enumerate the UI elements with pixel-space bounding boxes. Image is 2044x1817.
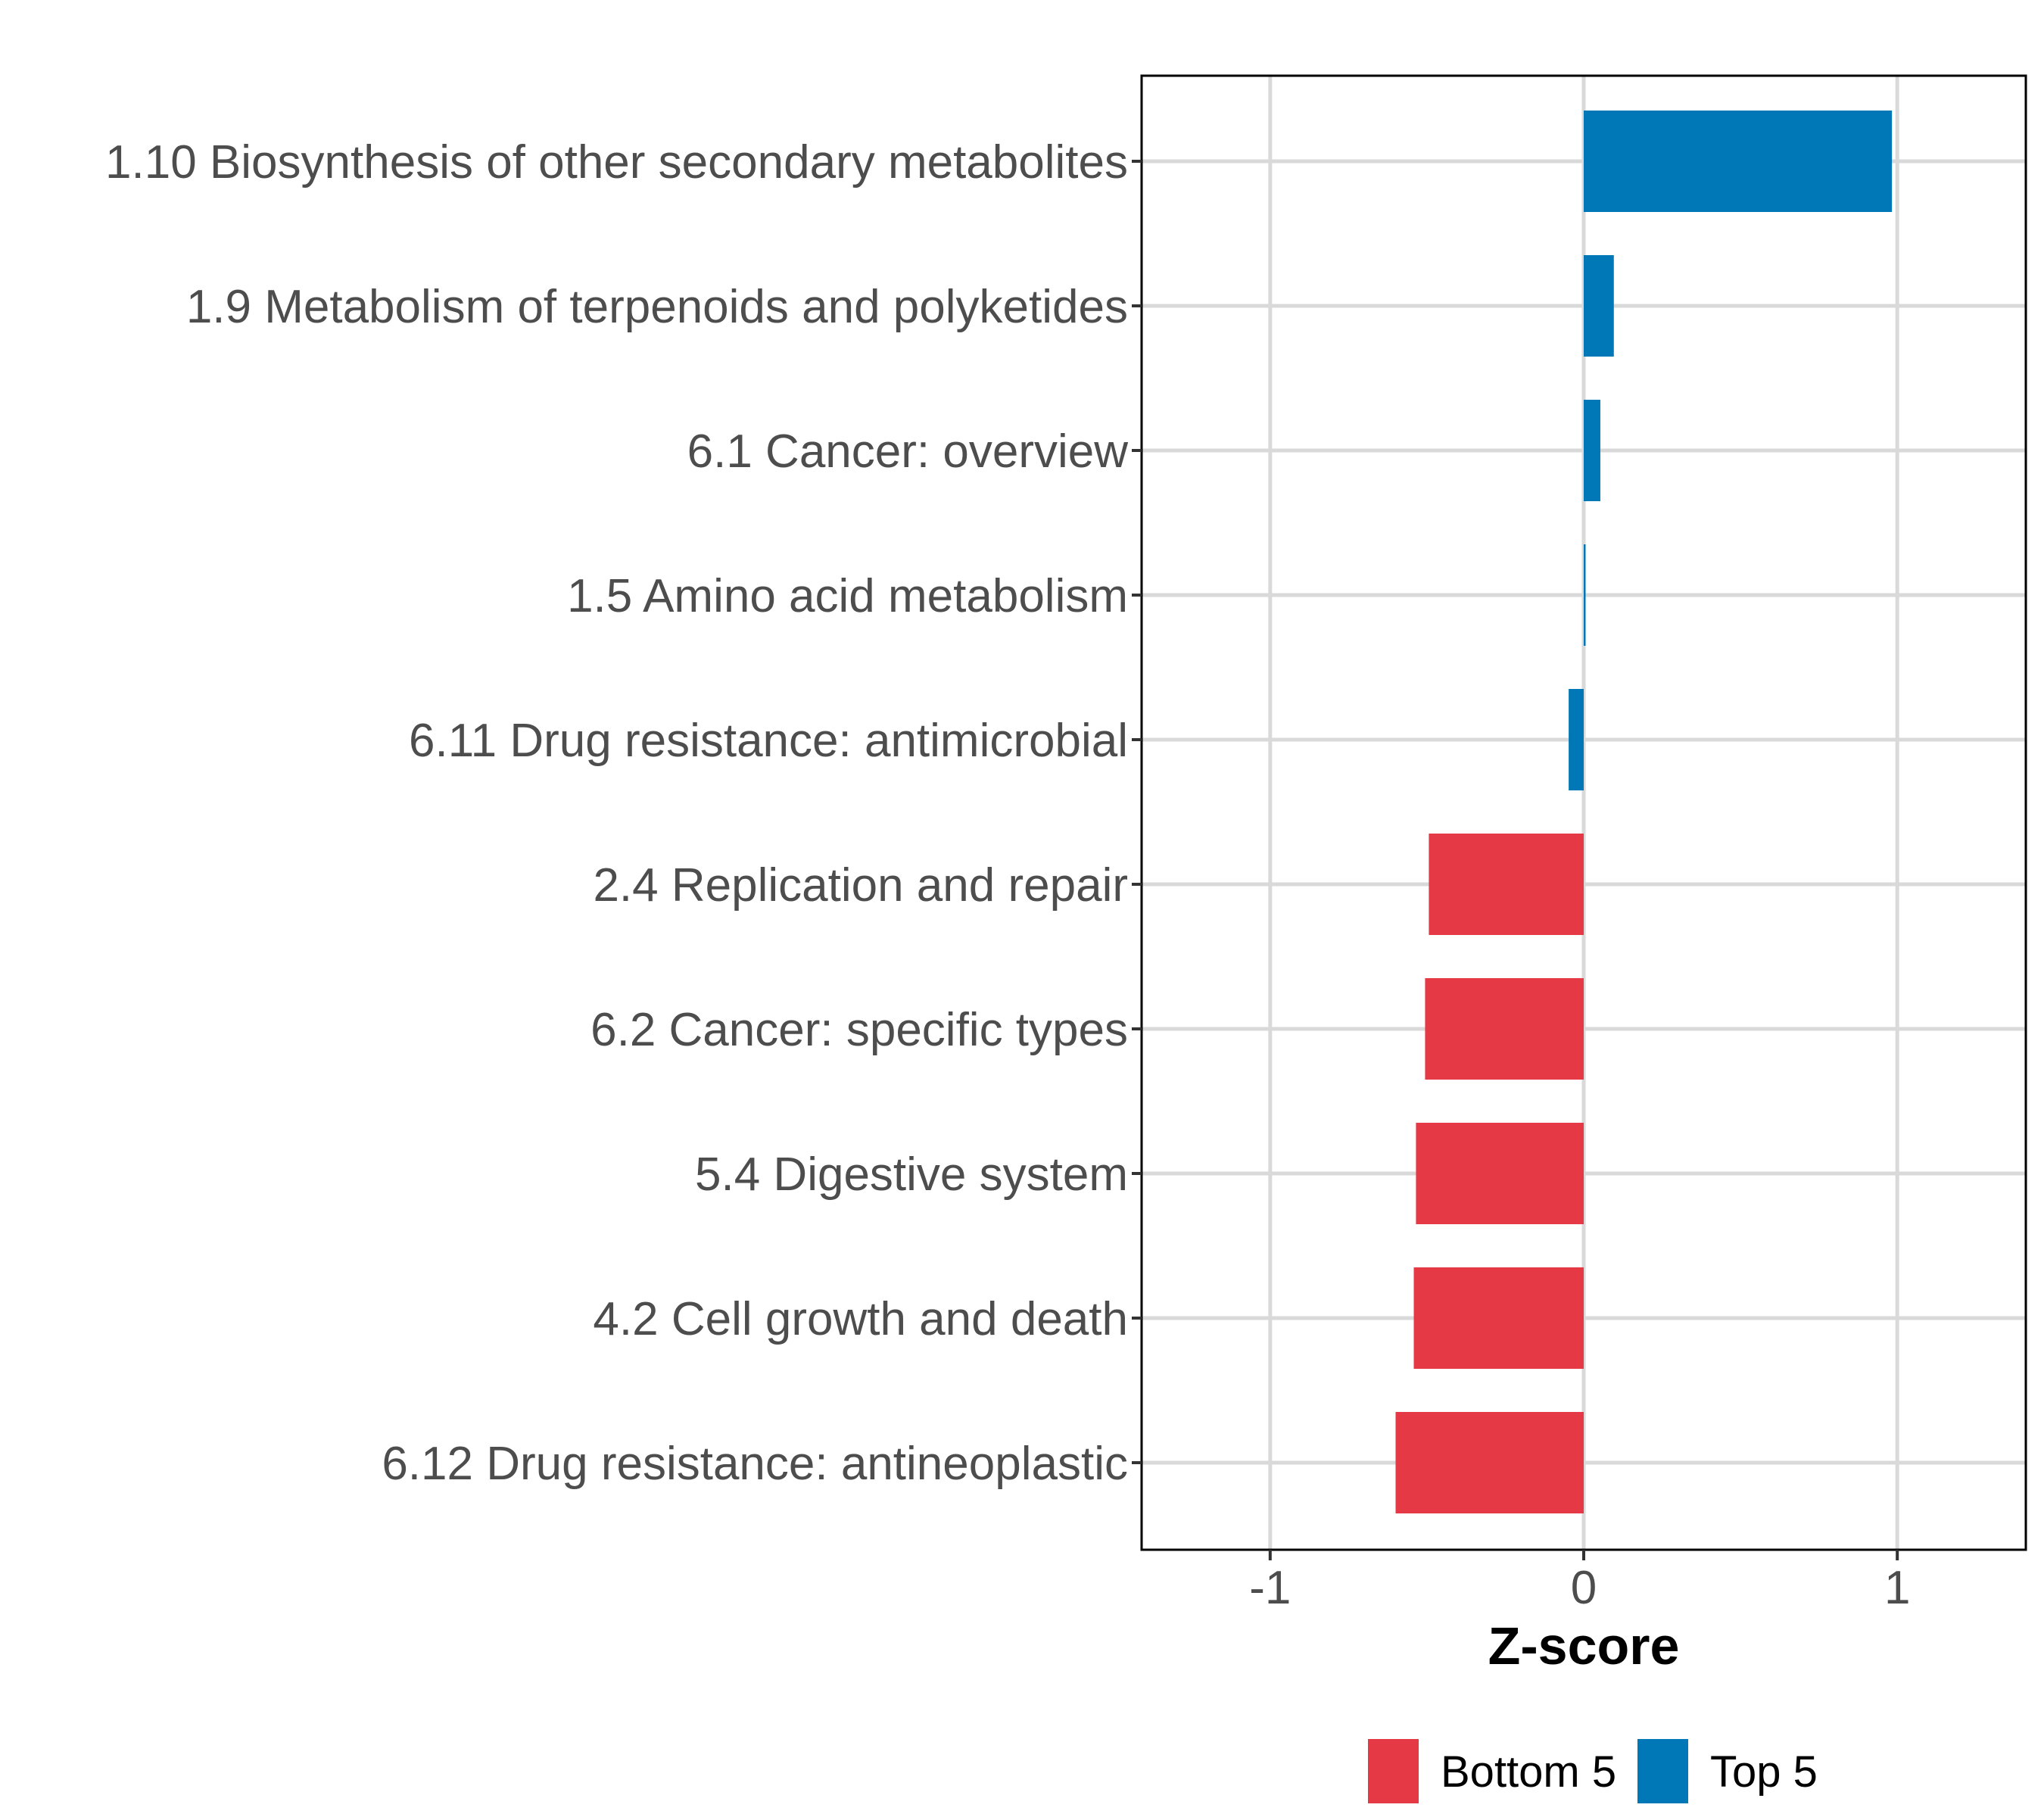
- x-tick-label: -1: [1249, 1562, 1291, 1614]
- y-axis-ticks: [1132, 160, 1142, 1464]
- y-tick-label: 1.9 Metabolism of terpenoids and polyket…: [186, 281, 1128, 333]
- x-axis-labels: -1 0 1: [1249, 1562, 1910, 1614]
- bar: [1584, 544, 1586, 646]
- bar: [1584, 111, 1893, 212]
- x-tick-label: 0: [1571, 1562, 1597, 1614]
- y-tick-label: 5.4 Digestive system: [695, 1148, 1128, 1201]
- bar: [1395, 1412, 1584, 1513]
- y-tick-label: 6.1 Cancer: overview: [687, 425, 1129, 478]
- y-tick-label: 1.10 Biosynthesis of other secondary met…: [105, 136, 1128, 189]
- y-axis-labels: 1.10 Biosynthesis of other secondary met…: [105, 136, 1128, 1490]
- bar: [1416, 1123, 1584, 1224]
- legend-label: Top 5: [1710, 1747, 1818, 1797]
- bar: [1413, 1267, 1584, 1369]
- y-tick-label: 4.2 Cell growth and death: [593, 1293, 1128, 1345]
- y-tick-label: 2.4 Replication and repair: [593, 859, 1128, 912]
- legend-swatch: [1637, 1739, 1688, 1803]
- bar: [1584, 400, 1600, 501]
- bar: [1584, 255, 1614, 357]
- legend: Bottom 5 Top 5: [1368, 1739, 1818, 1803]
- bars: [1395, 111, 1893, 1513]
- legend-label: Bottom 5: [1441, 1747, 1616, 1797]
- x-tick-label: 1: [1884, 1562, 1910, 1614]
- x-axis-ticks: [1268, 1550, 1899, 1560]
- y-tick-label: 6.2 Cancer: specific types: [590, 1004, 1128, 1056]
- y-tick-label: 6.12 Drug resistance: antineoplastic: [382, 1438, 1128, 1490]
- legend-swatch: [1368, 1739, 1419, 1803]
- bar: [1429, 834, 1584, 935]
- x-axis-title: Z-score: [1488, 1616, 1680, 1675]
- bar: [1425, 978, 1584, 1080]
- bar: [1569, 689, 1584, 790]
- y-tick-label: 6.11 Drug resistance: antimicrobial: [409, 715, 1128, 767]
- y-tick-label: 1.5 Amino acid metabolism: [567, 570, 1128, 622]
